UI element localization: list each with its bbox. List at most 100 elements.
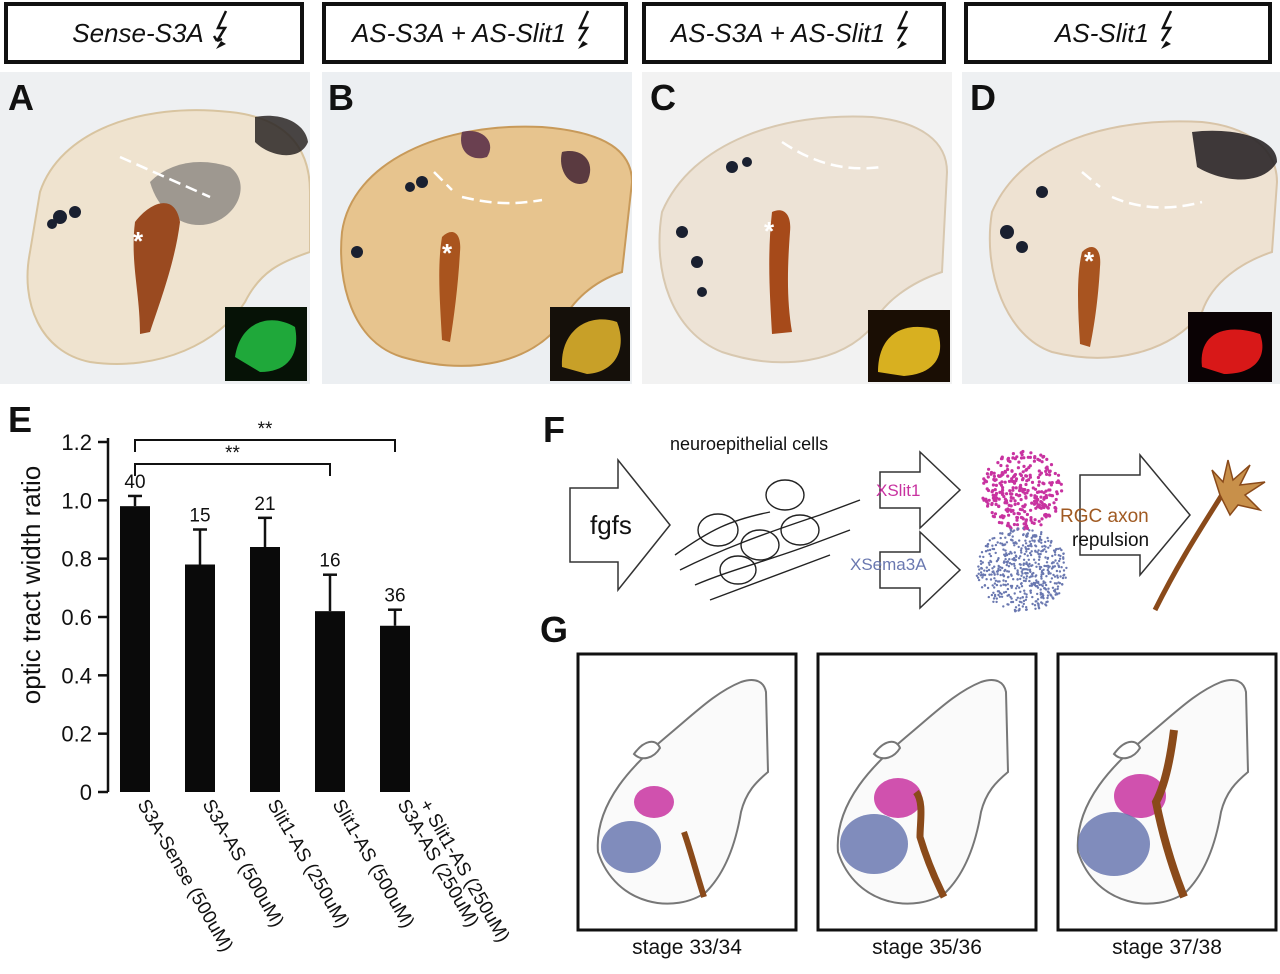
signal-dot: [984, 544, 988, 548]
signal-dot: [1054, 593, 1057, 596]
signal-dot: [979, 562, 983, 566]
signal-dot: [1040, 596, 1043, 599]
signal-dot: [1023, 552, 1026, 556]
signal-dot: [1003, 480, 1007, 484]
signal-dot: [1025, 526, 1030, 531]
signal-dot: [980, 573, 983, 576]
signal-dot: [1040, 573, 1043, 576]
signal-dot: [980, 551, 984, 554]
signal-dot: [1051, 586, 1055, 589]
signal-dot: [989, 578, 993, 581]
signal-dot: [1021, 476, 1025, 481]
signal-dot: [1006, 583, 1010, 586]
signal-dot: [1019, 483, 1023, 487]
signal-dot: [1025, 593, 1028, 596]
signal-dot: [1046, 506, 1050, 510]
signal-dot: [1041, 455, 1045, 459]
signal-dot: [1005, 464, 1009, 468]
signal-dot: [1023, 510, 1027, 514]
signal-dot: [998, 490, 1002, 494]
signal-dot: [1033, 494, 1037, 498]
signal-dot: [1011, 456, 1015, 460]
signal-dot: [977, 572, 980, 575]
signal-dot: [1018, 600, 1022, 603]
signal-dot: [1013, 564, 1016, 568]
signal-dot: [1000, 480, 1004, 484]
signal-dot: [1019, 456, 1024, 460]
signal-dot: [1062, 552, 1065, 555]
sema-region: [1078, 812, 1150, 876]
signal-dot: [1044, 545, 1047, 548]
bar: [120, 506, 150, 792]
signal-dot: [1007, 593, 1011, 597]
signal-dot: [1055, 569, 1059, 573]
signal-dot: [987, 467, 991, 471]
signal-dot: [1003, 497, 1007, 501]
rgc-axon-shaft: [1152, 488, 1228, 612]
signal-dot: [1004, 549, 1007, 552]
signal-dot: [995, 600, 998, 604]
category-labels: S3A-Sense (500uM)S3A-AS (500uM)Slit1-AS …: [133, 796, 514, 956]
signal-dot: [1059, 575, 1062, 578]
signal-dot: [1058, 570, 1062, 573]
signal-dot: [1022, 563, 1025, 567]
signal-dot: [993, 577, 996, 580]
signal-dot: [1007, 533, 1010, 537]
signal-dot: [997, 497, 1001, 501]
signal-dot: [1039, 523, 1043, 527]
signal-dot: [1019, 451, 1023, 455]
signal-dot: [1036, 503, 1040, 507]
signal-dot: [993, 478, 997, 482]
signal-dot: [1062, 574, 1065, 577]
repulsion-label: repulsion: [1072, 530, 1149, 551]
signal-dot: [1019, 498, 1023, 502]
growth-cone-icon: [1211, 459, 1266, 517]
signal-dot: [987, 498, 991, 502]
signal-dot: [1056, 576, 1059, 579]
signal-dot: [996, 590, 1000, 593]
signal-dot: [1053, 505, 1057, 510]
signal-dot: [1004, 580, 1008, 583]
significance-bracket: [134, 463, 331, 476]
signal-dot: [986, 475, 990, 479]
signal-dot: [996, 573, 999, 576]
signal-dot: [1012, 578, 1015, 581]
signal-dot: [1060, 566, 1063, 569]
signal-dot: [1013, 556, 1016, 560]
signal-dot: [1046, 596, 1049, 600]
signal-dot: [992, 591, 995, 594]
signal-dot: [1016, 511, 1020, 515]
signal-dot: [1035, 579, 1038, 582]
signal-dot: [984, 550, 988, 553]
signal-dot: [1058, 557, 1062, 560]
signal-dot: [1016, 466, 1020, 470]
signal-dot: [1014, 493, 1019, 497]
signal-dot: [990, 511, 994, 515]
signal-dot: [1011, 488, 1015, 492]
signal-dot: [992, 515, 996, 519]
signal-dot: [1040, 460, 1044, 464]
signal-dot: [1050, 481, 1054, 485]
signal-dot: [1031, 529, 1034, 532]
signal-dot: [1009, 528, 1012, 531]
micrograph-b: *: [322, 72, 632, 384]
signal-dot: [1019, 590, 1022, 593]
signal-dot: [1040, 517, 1044, 521]
signal-dot: [1020, 508, 1024, 512]
signal-dot: [1009, 532, 1012, 535]
signal-dot: [1000, 595, 1004, 598]
panel-g-label: G: [540, 609, 569, 650]
signal-dot: [1009, 538, 1013, 541]
signal-dot: [1015, 455, 1019, 459]
signal-dot: [1038, 535, 1042, 539]
signal-dot: [1043, 587, 1046, 590]
signal-dot: [1024, 598, 1028, 601]
signal-dot: [1011, 530, 1014, 533]
signal-dot: [1041, 545, 1044, 548]
signal-dot: [993, 565, 996, 568]
signal-dot: [1014, 558, 1017, 562]
signal-dot: [1029, 508, 1033, 512]
signaling-schematic: fgfs neuroepithelial cells XSlit1 XSema3…: [569, 434, 1266, 613]
signal-dot: [1022, 579, 1026, 582]
signal-dot: [1004, 590, 1008, 594]
